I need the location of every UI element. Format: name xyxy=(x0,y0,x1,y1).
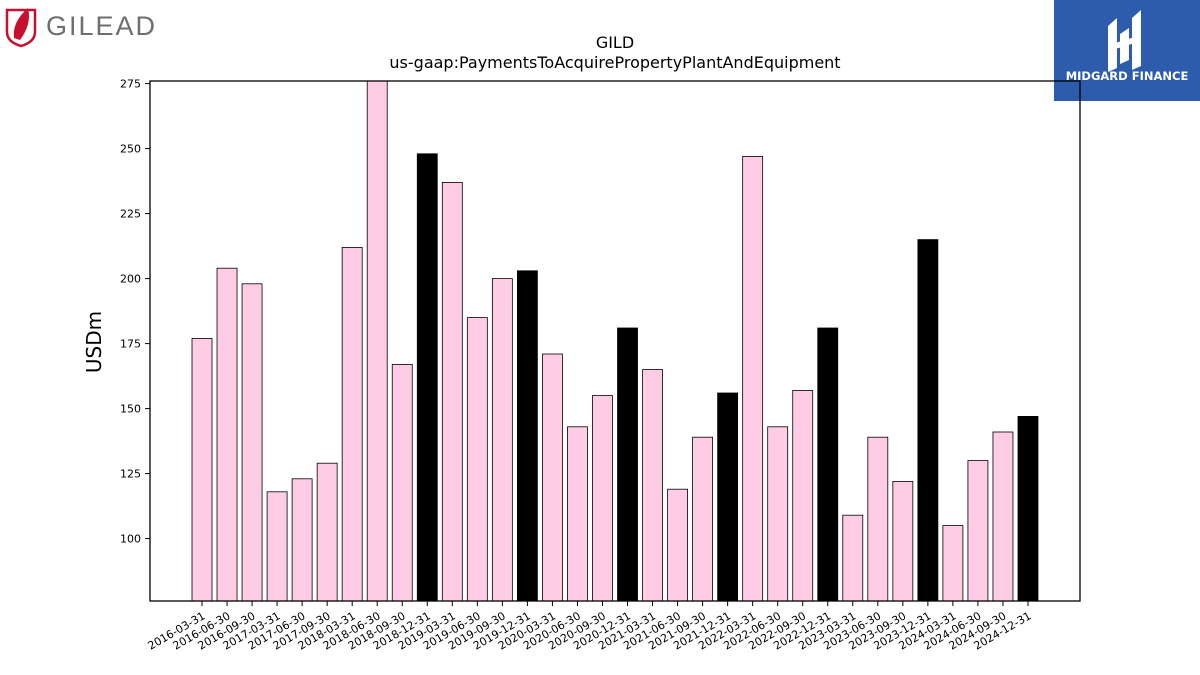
bar-2024-12-31 xyxy=(1017,415,1039,602)
bars-group xyxy=(191,80,1039,602)
bar-2016-03-31 xyxy=(191,337,213,602)
bar-2023-06-30 xyxy=(867,436,889,602)
bar-2020-03-31 xyxy=(542,353,563,602)
bar-2023-12-31 xyxy=(917,239,939,602)
bar-2024-06-30 xyxy=(967,460,989,602)
chart-subtitle: us-gaap:PaymentsToAcquirePropertyPlantAn… xyxy=(389,53,840,72)
bar-2022-12-31 xyxy=(817,327,839,602)
bar-2017-09-30 xyxy=(316,462,338,602)
bar-2022-03-31 xyxy=(742,155,764,602)
y-tick-label: 175 xyxy=(120,338,141,351)
bar-2022-06-30 xyxy=(767,426,789,602)
bar-2021-03-31 xyxy=(642,369,663,602)
bar-2017-06-30 xyxy=(291,478,313,602)
bar-2024-03-31 xyxy=(942,525,964,602)
y-axis-ticks: 100 125 150 175 200 225 250 275 xyxy=(120,78,150,546)
bar-2019-09-30 xyxy=(491,278,513,602)
bar-2018-06-30 xyxy=(366,80,388,602)
bar-2020-09-30 xyxy=(592,395,613,602)
gilead-shield-icon xyxy=(5,8,37,48)
y-tick-label: 100 xyxy=(120,533,141,546)
bar-2021-12-31 xyxy=(717,392,739,602)
bar-2021-06-30 xyxy=(667,488,688,602)
bar-2023-03-31 xyxy=(842,514,864,602)
bar-2019-12-31 xyxy=(516,270,538,602)
y-tick-label: 225 xyxy=(120,208,141,221)
gilead-wordmark: GILEAD xyxy=(46,11,157,41)
chart-title: GILD xyxy=(596,33,634,52)
bar-2019-06-30 xyxy=(466,317,488,602)
gilead-leaf-icon xyxy=(13,8,29,40)
bar-2021-09-30 xyxy=(692,436,713,602)
y-tick-label: 250 xyxy=(120,143,141,156)
plot-frame xyxy=(149,80,1081,602)
bar-2018-03-31 xyxy=(341,246,363,602)
y-tick-label: 200 xyxy=(120,273,141,286)
bar-2018-12-31 xyxy=(416,153,438,602)
bar-2020-12-31 xyxy=(617,327,638,602)
bar-2024-09-30 xyxy=(992,431,1014,602)
y-tick-label: 275 xyxy=(120,78,141,91)
midgard-wordmark: MIDGARD FINANCE xyxy=(1066,69,1189,83)
bar-2022-09-30 xyxy=(792,389,814,602)
bar-2023-09-30 xyxy=(892,480,914,602)
y-axis-label: USDm xyxy=(82,311,106,373)
bar-2019-03-31 xyxy=(441,181,463,602)
bar-2018-09-30 xyxy=(391,363,413,602)
bar-2020-06-30 xyxy=(567,426,588,602)
bar-2017-03-31 xyxy=(266,491,288,602)
bar-2016-09-30 xyxy=(241,283,263,602)
y-tick-label: 150 xyxy=(120,403,141,416)
bar-2016-06-30 xyxy=(216,267,238,602)
x-axis-ticks: 2016-03-312016-06-302016-09-302017-03-31… xyxy=(146,601,1033,653)
midgard-monogram-icon xyxy=(1108,10,1141,72)
midgard-finance-logo: MIDGARD FINANCE xyxy=(1054,0,1200,101)
gilead-logo: GILEAD xyxy=(4,4,164,48)
y-tick-label: 125 xyxy=(120,468,141,481)
